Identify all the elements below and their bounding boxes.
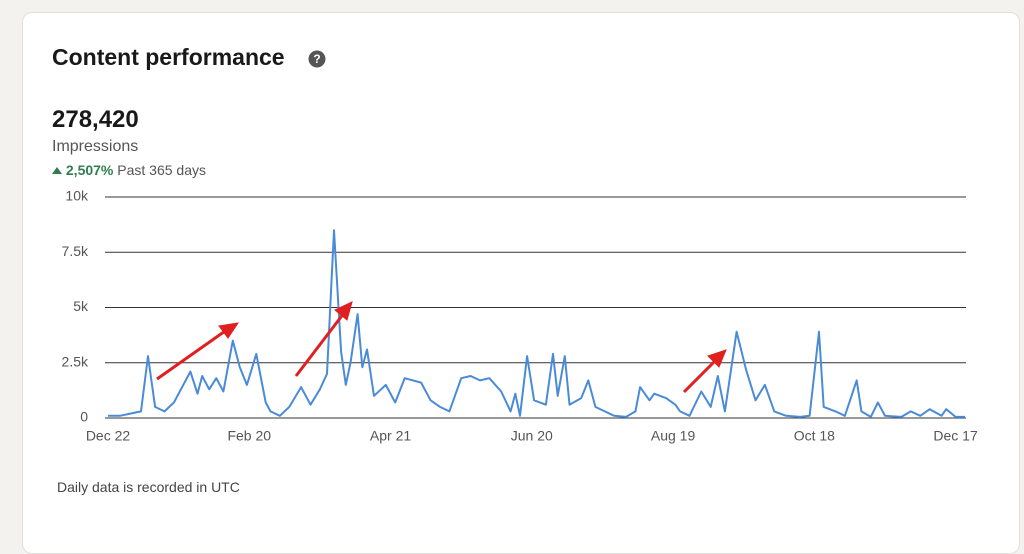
help-icon[interactable]: ? — [308, 50, 326, 68]
svg-text:?: ? — [313, 52, 320, 66]
plot: 0 2.5k 5k 7.5k 10k Dec 22 Feb 20 Apr 21 Jun 20 Au… — [62, 188, 978, 444]
up-arrow-icon — [52, 167, 62, 174]
change-row: 2,507% Past 365 days — [52, 162, 206, 178]
annotation-arrows — [156, 301, 727, 394]
total-value: 278,420 — [52, 106, 139, 133]
arrow-head — [218, 322, 240, 339]
arrow — [682, 358, 718, 394]
data-line — [108, 229, 965, 418]
x-tick-label: Aug 19 — [651, 428, 696, 444]
period: Past 365 days — [117, 162, 206, 178]
x-tick-label: Apr 21 — [370, 428, 411, 444]
card-title: Content performance — [52, 44, 285, 70]
y-tick-label: 7.5k — [62, 243, 89, 259]
footnote: Daily data is recorded in UTC — [57, 479, 240, 495]
page: {"header": {"title": "Content performanc… — [22, 12, 1020, 554]
y-tick-label: 0 — [80, 409, 88, 425]
chart: 0 2.5k 5k 7.5k 10k Dec 22 Feb 20 Apr 21 Jun 20 Au… — [62, 188, 978, 444]
x-tick-label: Dec 22 — [86, 428, 131, 444]
x-tick-label: Dec 17 — [933, 428, 978, 444]
arrow-head — [334, 301, 353, 321]
x-tick-label: Feb 20 — [227, 428, 271, 444]
change-percent: 2,507% — [65, 162, 114, 178]
card — [22, 12, 1020, 554]
arrow — [294, 312, 346, 377]
y-tick-label: 10k — [65, 188, 89, 204]
x-tick-label: Oct 18 — [794, 428, 835, 444]
y-tick-label: 2.5k — [62, 353, 89, 369]
arrow — [156, 327, 229, 381]
arrow-head — [707, 349, 727, 368]
x-tick-label: Jun 20 — [511, 428, 553, 444]
y-tick-label: 5k — [73, 298, 89, 314]
metric-label: Impressions — [52, 138, 139, 155]
